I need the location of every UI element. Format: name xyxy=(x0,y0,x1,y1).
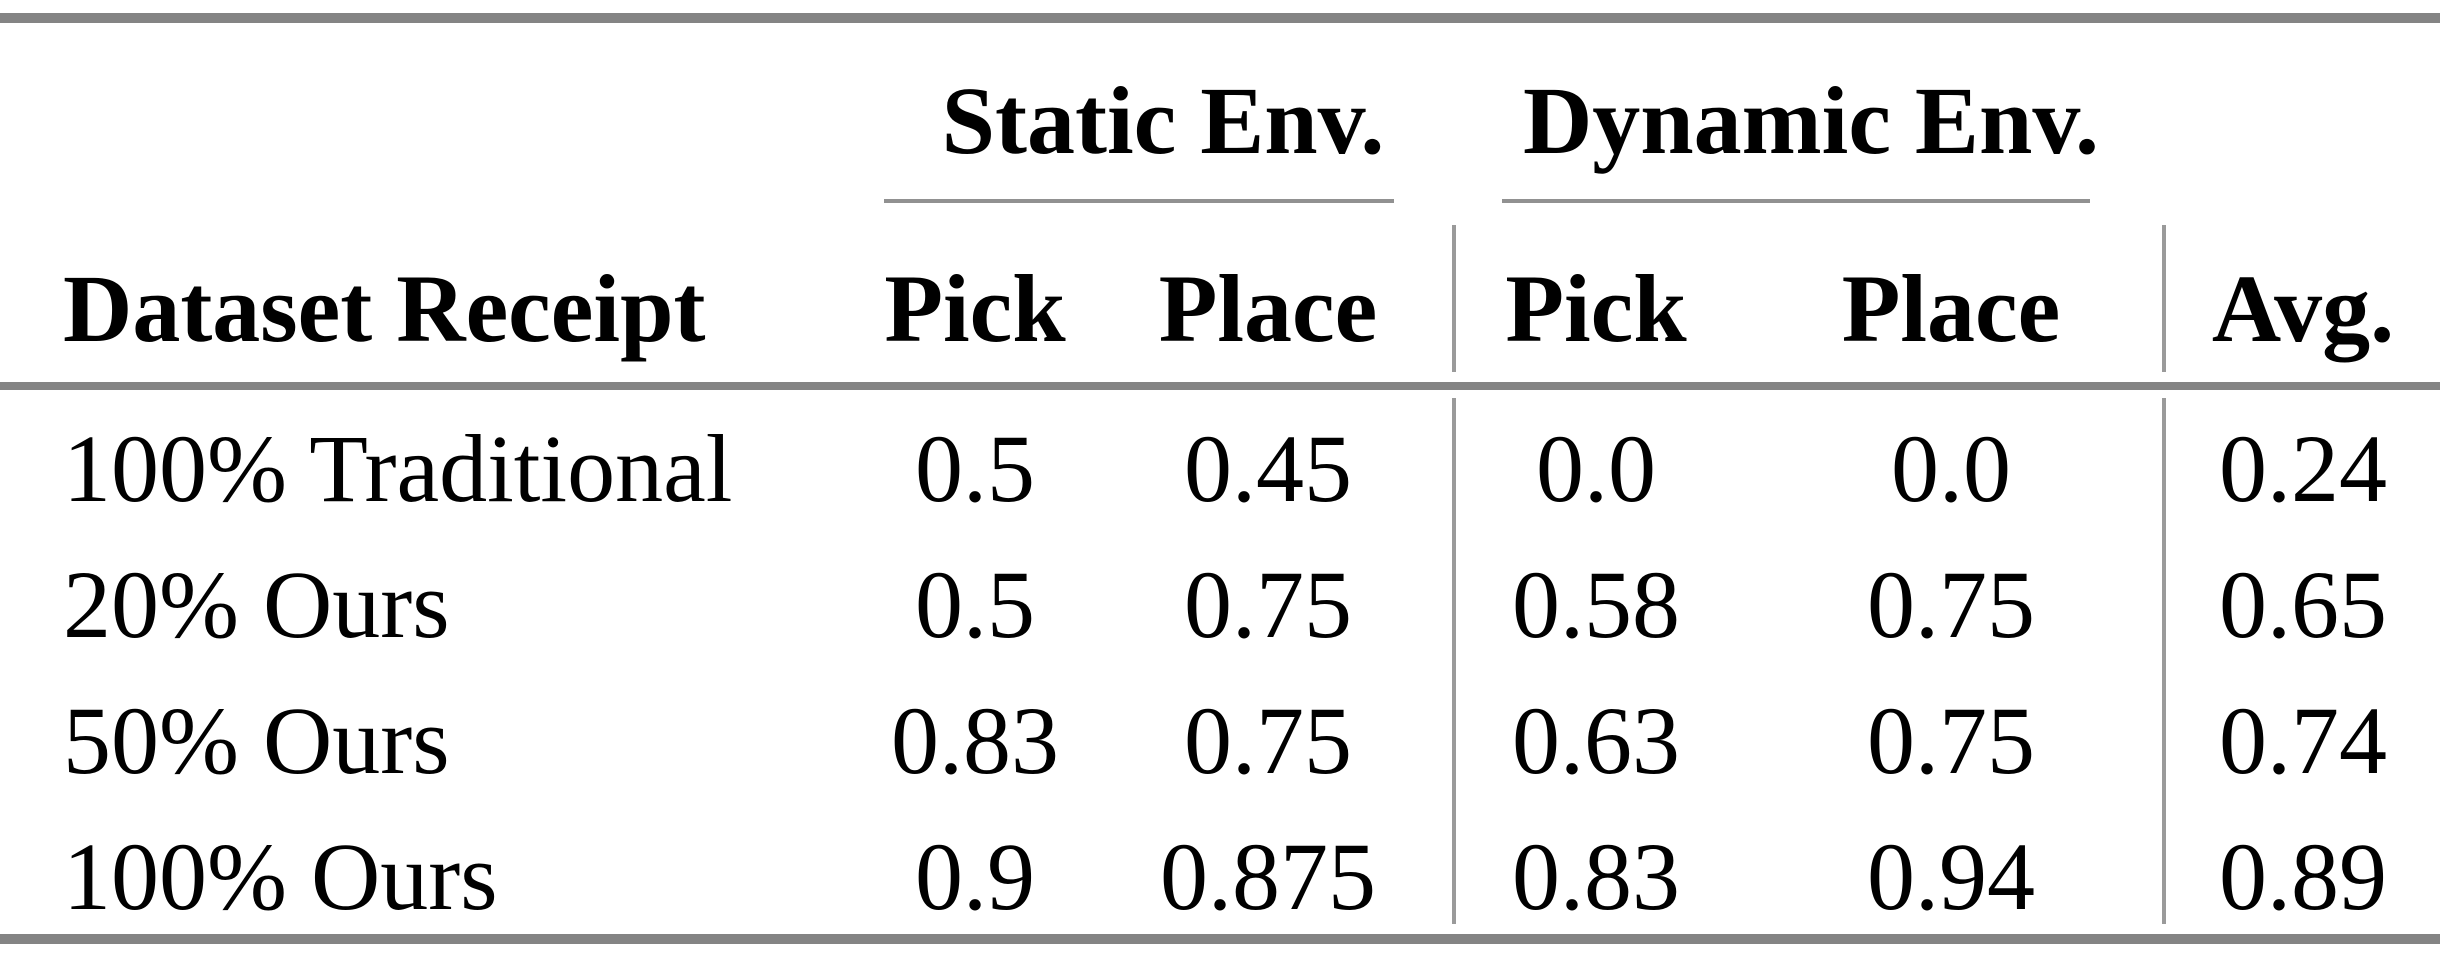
table-cell: 0.63 xyxy=(1512,687,1680,794)
table-cell: 0.45 xyxy=(1080,390,1456,526)
table-cell: 0.58 xyxy=(1512,551,1680,658)
table-cell: 0.94 xyxy=(1736,798,2166,934)
table-cell: 0.9 xyxy=(915,823,1035,930)
header-dynamic-pick: Pick xyxy=(1505,254,1687,362)
header-dynamic-place: Place xyxy=(1736,205,2166,382)
row-label: 50% Ours xyxy=(63,687,450,794)
column-group-dynamic-env: Dynamic Env. xyxy=(1456,23,2166,205)
header-avg: Avg. xyxy=(2211,254,2395,362)
column-group-static-env: Static Env. xyxy=(870,23,1456,205)
header-rule xyxy=(0,382,2440,390)
dynamic-env-label: Dynamic Env. xyxy=(1522,67,2100,174)
row-label: 100% Traditional xyxy=(63,415,733,522)
header-static-pick: Pick xyxy=(884,254,1066,362)
table-cell: 0.75 xyxy=(1736,662,2166,798)
top-rule xyxy=(0,13,2440,23)
header-static-place: Place xyxy=(1080,205,1456,382)
table-cell: 0.65 xyxy=(2219,551,2387,658)
row-label: 100% Ours xyxy=(63,823,498,930)
table-cell: 0.0 xyxy=(1536,415,1656,522)
table-cell: 0.5 xyxy=(915,551,1035,658)
table-cell: 0.89 xyxy=(2219,823,2387,930)
table-cell: 0.75 xyxy=(1736,526,2166,662)
table-cell: 0.74 xyxy=(2219,687,2387,794)
results-table-grid: Static Env. Dynamic Env. Dataset Receipt… xyxy=(0,23,2440,944)
dynamic-env-cmidrule xyxy=(1502,199,2090,203)
header-dataset-receipt: Dataset Receipt xyxy=(63,254,706,362)
table-cell: 0.75 xyxy=(1080,662,1456,798)
table-cell: 0.875 xyxy=(1080,798,1456,934)
table-cell: 0.83 xyxy=(891,687,1059,794)
static-env-label: Static Env. xyxy=(941,67,1385,174)
table-cell: 0.5 xyxy=(915,415,1035,522)
table-cell: 0.24 xyxy=(2219,415,2387,522)
bottom-rule xyxy=(0,934,2440,944)
table-cell: 0.75 xyxy=(1080,526,1456,662)
static-env-cmidrule xyxy=(884,199,1394,203)
table-cell: 0.0 xyxy=(1736,390,2166,526)
row-label: 20% Ours xyxy=(63,551,450,658)
table-cell: 0.83 xyxy=(1512,823,1680,930)
